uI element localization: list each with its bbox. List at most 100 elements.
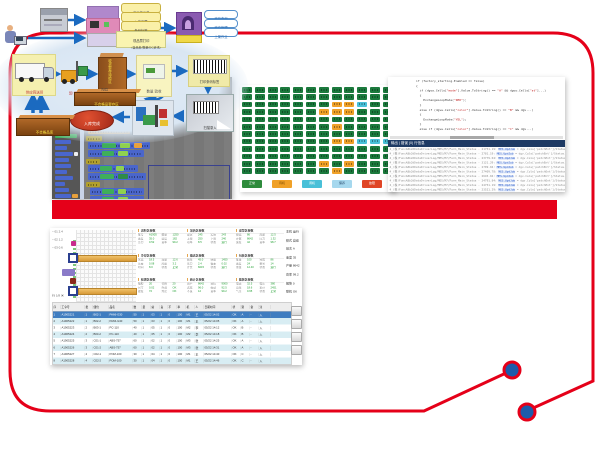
frame-top-right-edge <box>50 31 595 411</box>
machine-cell <box>306 138 316 145</box>
timeline-bar <box>78 288 137 295</box>
machine-cell <box>357 131 368 137</box>
machine-cell <box>267 131 278 137</box>
legend-label: 正常 <box>248 182 255 185</box>
timeline-bar <box>78 255 137 262</box>
group-row: 速度 24 剩余 14 <box>236 261 274 265</box>
block-inner-chip <box>102 143 116 148</box>
cell-text-speck <box>244 155 250 158</box>
cell-text-speck <box>359 88 366 91</box>
flow-node-label-text: 上架作业 <box>214 35 228 40</box>
block-text-speck <box>90 144 148 147</box>
flow-node-label-text: 打印条码标签 <box>199 80 219 85</box>
machine-cell <box>280 131 291 137</box>
machine-cell <box>254 109 265 115</box>
cell-text-speck <box>269 88 276 91</box>
cell-text-speck <box>244 147 250 150</box>
machine-cell <box>280 168 291 174</box>
group-title: ▎冷却区参数 <box>138 254 187 258</box>
group-title: ▎检测区参数 <box>138 278 187 283</box>
machine-cell <box>280 116 291 123</box>
node-marker <box>68 253 78 263</box>
machine-cell <box>344 116 355 123</box>
cell-text-speck <box>333 170 340 173</box>
cell-text-speck <box>295 88 302 91</box>
machine-cell <box>242 94 252 100</box>
machine-cell <box>242 124 252 130</box>
cell-text-speck <box>333 118 340 121</box>
palette-block-chip <box>72 194 78 198</box>
machine-cell <box>267 138 278 145</box>
table-row: 6 A1905226 3 C01-2 ABS-757 60 1 02 1 0 100 M3 张 05/22… <box>53 344 291 352</box>
group-row: 模温 86 周期 12.5 <box>236 233 276 237</box>
group-row: 速度 35.0 温度 182 <box>138 237 177 241</box>
cell-text-speck <box>346 162 353 165</box>
cell-text-speck <box>384 125 391 128</box>
machine-cell <box>254 138 265 145</box>
cell-text-speck <box>384 110 391 113</box>
printer-screen <box>90 21 99 28</box>
flow-node-label: 现品票打印 <box>117 33 165 51</box>
warehouse-flowchart-screenshot: 作业指示单入库传票条码标签现品票打印(含品名/数量/DC资讯)库存查询库位管理上… <box>0 0 248 144</box>
cell-text-speck <box>308 110 314 113</box>
decorative-dot-upper <box>502 360 522 380</box>
block-inner-chip <box>120 143 130 148</box>
machine-cell <box>344 124 355 130</box>
flow-node-label-text: 入库完成 <box>84 121 100 127</box>
machine-cell <box>254 124 265 130</box>
code-editor-screenshot: if (factory_starting.Enabled == false){ … <box>388 77 565 192</box>
machine-cell <box>306 87 316 93</box>
machine-cell <box>293 87 304 93</box>
group-row: 达成 96.0 稼动 92.5 <box>187 286 227 290</box>
palette-block <box>55 146 67 150</box>
hmi-side-button <box>291 319 302 329</box>
cluster-chip-blue <box>136 107 146 121</box>
hmi-summary-column: 主机 运行 模式 自动 班次 A 速度 35 产量 8642 良率 99.2 报警 0 联机 … <box>286 230 302 300</box>
cell-text-speck <box>346 170 353 173</box>
code-line: else if (dgvw.Cells["color"].Value.ToStr… <box>416 127 534 131</box>
machine-cell <box>242 153 252 160</box>
cell-text-speck <box>320 96 327 99</box>
machine-cell <box>242 138 252 145</box>
cell-text-speck <box>295 110 302 113</box>
group-row: 张力 2.4 偏差 0.02 <box>187 261 227 265</box>
hmi-side-button <box>291 345 302 355</box>
log-line: 4_(株)FuncA8b2dDataDriverLog/MES/M7/Form_… <box>390 157 565 162</box>
hmi-side-button <box>291 306 302 316</box>
cell-text-speck <box>282 103 289 106</box>
machine-cell <box>306 94 316 100</box>
group-row: 批量 100 完成 86 <box>236 258 274 261</box>
parameter-group-inner: ▎检测区参数 抽检 20 合格 20 尺寸 0.02 外观 OK 硬度 72 判定 OK <box>138 278 187 294</box>
group-row: 上限 250 下限 240 <box>187 237 226 241</box>
cell-text-speck <box>308 133 314 136</box>
palette-block <box>55 152 73 156</box>
machine-cell <box>344 87 355 93</box>
machine-cell <box>344 161 355 167</box>
cell-text-speck <box>295 125 302 128</box>
machine-cell <box>382 87 393 93</box>
cell-text-speck <box>282 110 289 113</box>
machine-cell <box>267 87 278 93</box>
machine-cell <box>306 101 316 108</box>
forklift-mast <box>76 61 78 81</box>
machine-cell <box>293 146 304 152</box>
cell-text-speck <box>308 147 314 150</box>
cell-text-speck <box>244 96 250 99</box>
hmi-mini-legend: – 01 2.4 – 02 1.2 – 03 0.6 <box>52 230 74 254</box>
legend-swatch: 故障 <box>362 180 382 188</box>
flow-node-scan: 扫描录入 <box>186 94 234 132</box>
code-block <box>88 165 138 172</box>
block-text-speck <box>90 152 142 155</box>
group-row: 抽检 20 合格 20 <box>138 282 176 286</box>
cell-text-speck <box>384 133 391 136</box>
machine-cell <box>280 101 291 108</box>
flow-node-putaway <box>132 100 174 136</box>
hmi-legend-line: – 01 2.4 <box>52 230 63 234</box>
red-divider-bar <box>52 200 557 219</box>
cell-text-speck <box>346 103 353 106</box>
machine-cell <box>318 87 329 93</box>
parameter-group-inner: ▎冷却区参数 水温 18.5 流量 12.6 压差 0.08 风速 3.2 时间 8.0 状态 正常 <box>138 254 187 270</box>
group-row: 硬度 72 判定 OK <box>138 290 177 294</box>
cell-text-speck <box>320 170 327 173</box>
truck-wheel <box>44 77 49 82</box>
